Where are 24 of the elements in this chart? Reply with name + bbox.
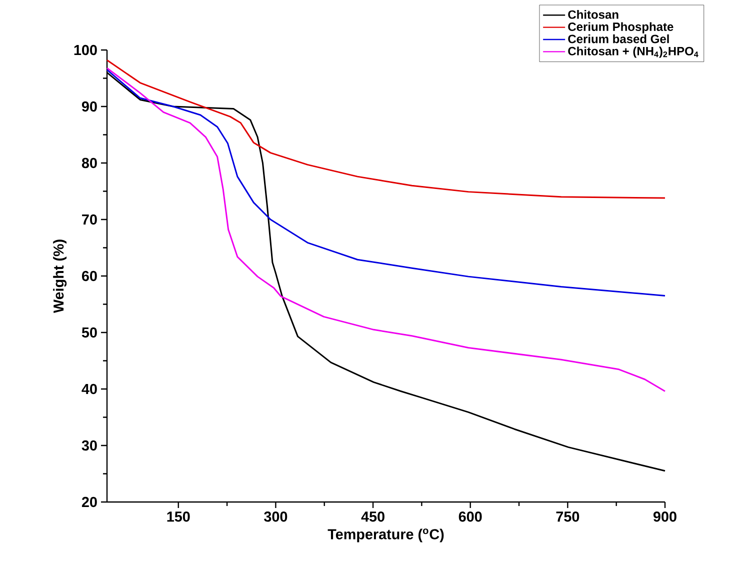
- legend-label: Cerium Phosphate: [568, 22, 674, 34]
- y-tick-label: 90: [82, 101, 97, 112]
- x-tick-label: 450: [361, 512, 384, 522]
- legend-label: Chitosan: [568, 10, 618, 19]
- line-series: [106, 59, 666, 199]
- y-tick-label: 100: [74, 44, 97, 56]
- y-tick-label: 40: [82, 384, 97, 394]
- y-tick-label: 20: [82, 496, 97, 508]
- x-axis-title: Temperature ($^{o}$C): [328, 528, 444, 542]
- y-tick-label: 30: [82, 440, 97, 451]
- y-tick-label: 60: [82, 270, 97, 282]
- y-tick-label: 80: [82, 158, 97, 168]
- y-tick-label: 50: [82, 327, 97, 338]
- x-tick-label: 150: [167, 512, 190, 522]
- line-series: [106, 67, 666, 392]
- x-tick-label: 900: [653, 512, 676, 522]
- y-tick-label: 70: [82, 214, 97, 225]
- x-tick-label: 600: [458, 512, 482, 522]
- legend-label: Chitosan + (NH$_{4}$)$_{2}$HPO$_{4}$: [568, 46, 698, 58]
- x-tick-label: 300: [264, 512, 288, 522]
- x-tick-label: 750: [556, 512, 580, 522]
- y-axis-title: Weight (%): [53, 240, 67, 314]
- line-series: [106, 69, 666, 297]
- legend-label: Cerium based Gel: [568, 34, 669, 44]
